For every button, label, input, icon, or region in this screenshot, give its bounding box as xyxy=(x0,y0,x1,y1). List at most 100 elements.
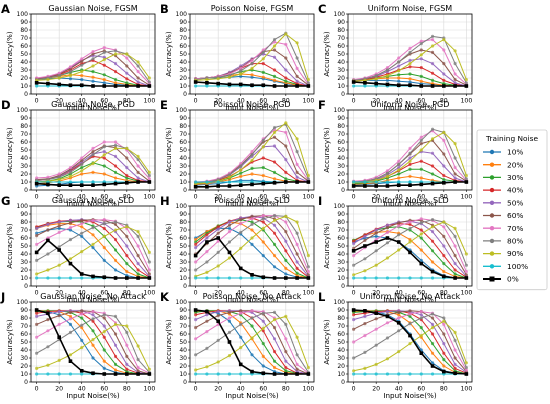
x-axis-label: Input Noise(%) xyxy=(225,391,278,400)
data-point xyxy=(352,239,356,243)
data-point xyxy=(295,56,299,60)
data-point xyxy=(272,265,277,269)
data-point xyxy=(91,274,95,279)
data-point xyxy=(464,270,468,274)
data-point xyxy=(261,254,265,258)
data-point xyxy=(68,226,73,230)
data-point xyxy=(239,372,243,376)
data-point xyxy=(352,369,356,373)
x-tick-label: 40 xyxy=(395,386,403,393)
data-point xyxy=(125,244,129,248)
panel-letter: C xyxy=(318,2,326,16)
data-point xyxy=(57,183,61,187)
data-point xyxy=(363,184,367,188)
y-tick-label: 0 xyxy=(183,187,187,194)
data-point xyxy=(374,77,378,81)
series-0pct xyxy=(193,180,311,189)
data-point xyxy=(35,234,39,238)
data-point xyxy=(102,150,106,154)
panel-letter: B xyxy=(160,2,169,16)
data-point xyxy=(147,170,151,174)
data-point xyxy=(227,175,232,179)
data-point xyxy=(442,319,446,323)
data-point xyxy=(397,172,401,176)
y-tick-label: 0 xyxy=(341,91,345,98)
data-point xyxy=(374,231,378,235)
y-tick-label: 20 xyxy=(20,363,28,370)
panel-title: Poisson Noise, FGSM xyxy=(211,4,294,13)
x-tick-label: 0 xyxy=(35,194,39,201)
data-point xyxy=(408,372,412,376)
data-point xyxy=(227,226,232,230)
data-point xyxy=(147,367,151,371)
data-point xyxy=(419,372,423,376)
data-point xyxy=(57,74,61,78)
data-point xyxy=(453,356,457,360)
data-point xyxy=(136,262,140,266)
data-point xyxy=(419,57,423,61)
y-tick-label: 40 xyxy=(179,347,187,354)
data-point xyxy=(385,336,390,340)
data-point xyxy=(80,169,84,173)
panel-title: Uniform Noise, FGSM xyxy=(368,4,453,13)
y-tick-label: 60 xyxy=(179,235,187,242)
data-point xyxy=(363,372,367,376)
data-point xyxy=(147,80,151,84)
data-point xyxy=(80,276,84,280)
legend-marker xyxy=(489,149,495,155)
data-point xyxy=(374,276,378,280)
data-point xyxy=(125,174,129,178)
data-point xyxy=(91,84,95,88)
y-tick-label: 90 xyxy=(179,307,187,314)
data-point xyxy=(385,223,390,227)
data-point xyxy=(91,64,95,68)
data-point xyxy=(430,316,435,320)
data-point xyxy=(80,74,84,78)
y-tick-label: 50 xyxy=(179,147,187,154)
legend-item: 20% xyxy=(483,160,523,169)
data-point xyxy=(35,335,39,339)
data-point xyxy=(295,180,299,184)
y-tick-label: 10 xyxy=(20,371,28,378)
x-tick-label: 80 xyxy=(123,290,131,297)
data-point xyxy=(295,175,299,179)
x-tick-label: 0 xyxy=(35,98,39,105)
data-point xyxy=(227,354,232,358)
data-point xyxy=(136,244,140,248)
data-point xyxy=(442,342,446,346)
data-point xyxy=(239,218,243,222)
y-tick-label: 100 xyxy=(17,107,29,114)
y-tick-label: 60 xyxy=(337,331,345,338)
y-tick-label: 30 xyxy=(179,259,187,266)
data-point xyxy=(430,239,435,243)
x-tick-label: 80 xyxy=(123,194,131,201)
data-point xyxy=(272,135,277,139)
y-tick-label: 50 xyxy=(337,339,345,346)
y-tick-label: 100 xyxy=(334,299,346,306)
data-point xyxy=(205,236,209,240)
data-point xyxy=(261,214,265,218)
data-point xyxy=(250,228,254,232)
data-point xyxy=(284,369,288,373)
y-tick-label: 20 xyxy=(179,363,187,370)
data-point xyxy=(35,231,39,235)
data-point xyxy=(430,38,435,42)
data-point xyxy=(453,62,457,66)
data-point xyxy=(419,351,424,355)
y-tick-label: 0 xyxy=(341,379,345,386)
data-point xyxy=(453,366,457,370)
legend-item: 100% xyxy=(483,262,528,271)
y-tick-label: 10 xyxy=(337,275,345,282)
data-point xyxy=(125,225,129,229)
data-point xyxy=(102,55,106,59)
panel-title: Poisson Noise, PGD xyxy=(214,100,291,109)
series-0pct xyxy=(193,308,311,376)
data-point xyxy=(68,183,73,187)
data-point xyxy=(397,180,401,184)
data-point xyxy=(91,79,95,83)
data-point xyxy=(453,348,457,352)
data-point xyxy=(374,311,378,315)
data-point xyxy=(57,82,61,87)
data-point xyxy=(46,238,50,243)
data-point xyxy=(295,266,299,270)
